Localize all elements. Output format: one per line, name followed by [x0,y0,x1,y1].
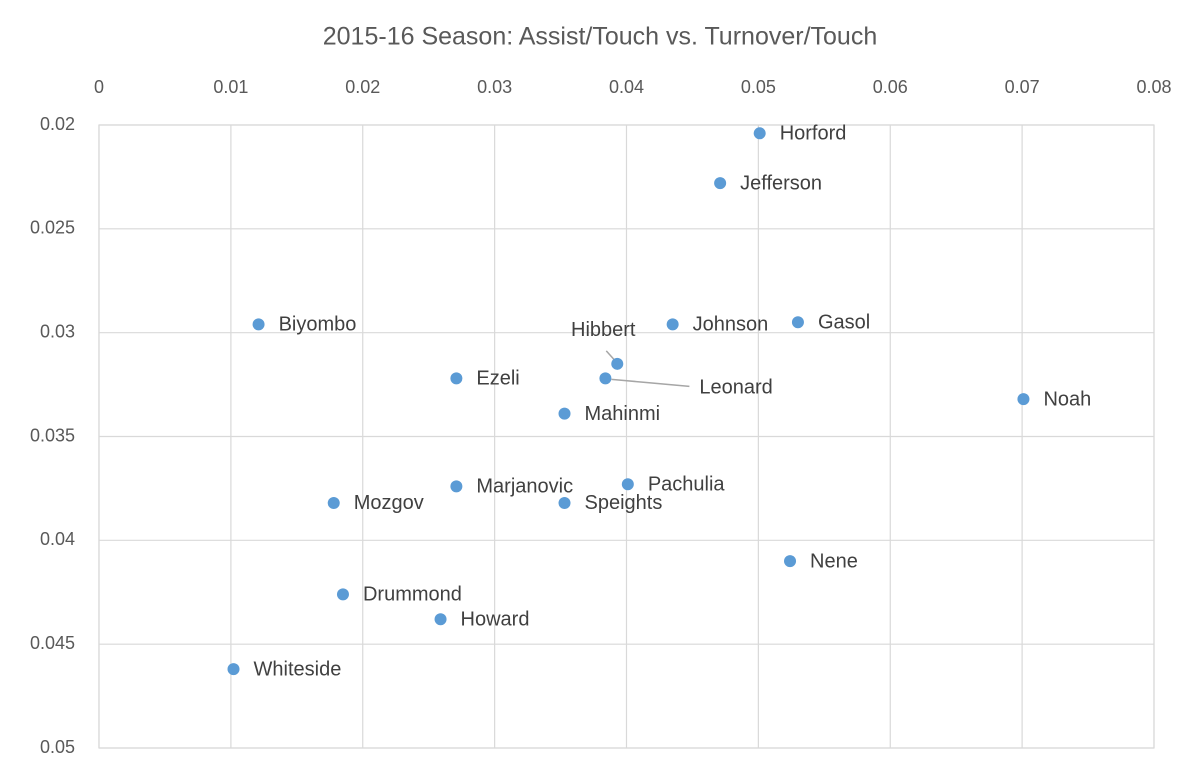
x-tick-label: 0 [94,77,104,97]
point [450,480,463,493]
point-label: Gasol [818,312,870,334]
point-label: Noah [1043,388,1091,410]
point [1017,393,1030,406]
x-tick-label: 0.05 [741,77,776,97]
point [227,663,240,676]
x-tick-label: 0.07 [1005,77,1040,97]
x-tick-label: 0.08 [1136,77,1171,97]
chart-title: 2015-16 Season: Assist/Touch vs. Turnove… [323,23,877,51]
point-label: Horford [780,123,847,145]
x-tick-label: 0.06 [873,77,908,97]
x-tick-label: 0.03 [477,77,512,97]
point [666,318,679,331]
point-label: Pachulia [648,474,726,496]
point [252,318,265,331]
point-label: Mozgov [354,492,424,514]
point [714,177,727,190]
leader-line [611,378,690,388]
point-label: Speights [585,492,663,514]
point-label: Jefferson [740,172,822,194]
point-label: Leonard [699,377,772,399]
point-label: Hibbert [571,319,636,341]
y-tick-label: 0.04 [40,529,75,549]
y-tick-label: 0.05 [40,737,75,757]
x-tick-label: 0.01 [213,77,248,97]
point [784,555,797,568]
point-label: Mahinmi [585,403,661,425]
point-label: Nene [810,550,858,572]
point [621,478,634,491]
point [450,372,463,385]
point-label: Drummond [363,584,462,606]
point-label: Johnson [693,314,769,336]
y-tick-label: 0.03 [40,321,75,341]
point [327,496,340,509]
point [558,496,571,509]
point [558,407,571,420]
y-tick-label: 0.045 [30,633,75,653]
point [599,372,612,385]
y-tick-label: 0.02 [40,114,75,134]
x-tick-label: 0.04 [609,77,644,97]
point-label: Ezeli [476,368,519,390]
point [336,588,349,601]
point [611,357,624,370]
point [434,613,447,626]
point-label: Biyombo [279,314,357,336]
point [791,316,804,329]
y-tick-label: 0.025 [30,218,75,238]
point [753,127,766,140]
point-label: Whiteside [254,658,342,680]
point-label: Marjanovic [476,476,573,498]
point-label: Howard [461,609,530,631]
y-tick-label: 0.035 [30,425,75,445]
x-tick-label: 0.02 [345,77,380,97]
